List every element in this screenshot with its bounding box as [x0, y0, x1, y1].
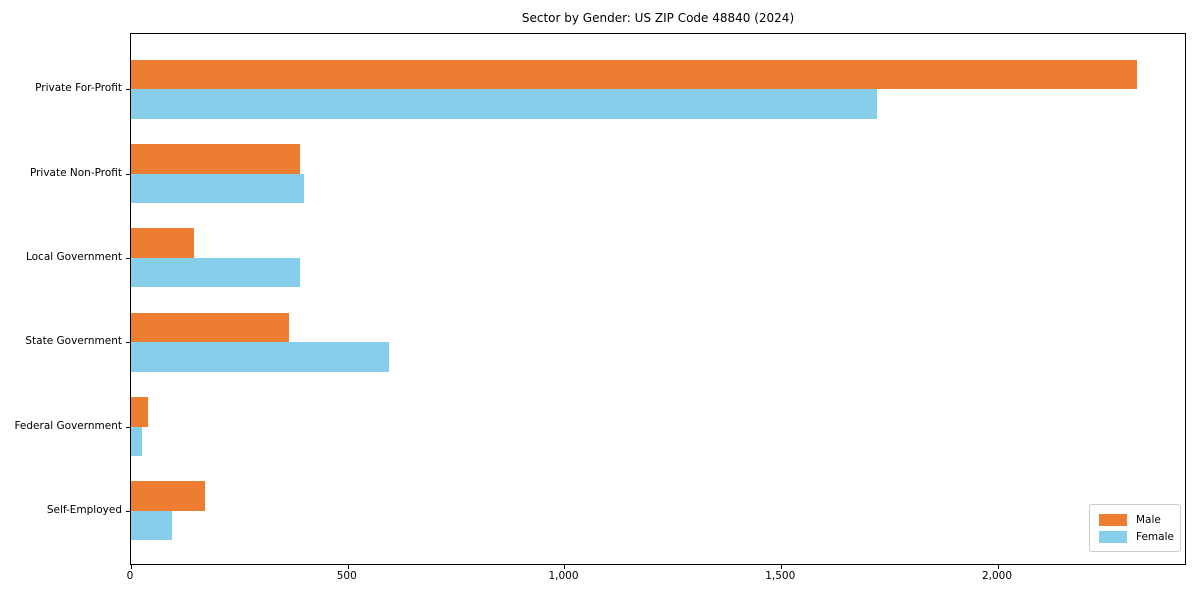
legend-item-female: Female	[1099, 528, 1174, 545]
y-tick-mark	[126, 257, 130, 259]
bar-female-state-government	[131, 342, 389, 372]
x-tick-mark	[781, 565, 783, 569]
legend: Male Female	[1089, 504, 1181, 552]
plot-area	[126, 33, 1186, 569]
x-tick-mark	[347, 565, 349, 569]
bar-female-federal-government	[131, 426, 142, 456]
x-tick-label-1000: 1,000	[548, 570, 579, 582]
bar-female-private-for-profit	[131, 89, 877, 119]
bar-male-state-government	[131, 312, 290, 343]
y-tick-mark	[126, 426, 130, 428]
bar-male-private-non-profit	[131, 144, 301, 174]
x-tick-label-2000: 2,000	[981, 570, 1013, 582]
y-tick-mark	[126, 89, 130, 91]
y-label-local-government: Local Government	[25, 250, 122, 263]
x-tick-label-500: 500	[336, 570, 357, 582]
x-tick-label-1500: 1,500	[765, 570, 796, 582]
chart-title: Sector by Gender: US ZIP Code 48840 (202…	[521, 11, 795, 25]
y-label-private-for-profit: Private For-Profit	[35, 82, 122, 95]
bar-female-self-employed	[131, 510, 173, 541]
y-tick-mark	[126, 173, 130, 175]
legend-label-male: Male	[1136, 513, 1161, 526]
legend-label-female: Female	[1136, 530, 1174, 543]
x-axis-labels: 0 500 1,000 1,500 2,000	[127, 566, 1186, 586]
legend-item-male: Male	[1099, 511, 1172, 528]
x-tick-mark	[131, 565, 132, 569]
y-axis-labels: Private For-Profit Private Non-Profit Loca…	[0, 33, 122, 565]
bar-male-federal-government	[131, 397, 149, 427]
y-label-state-government: State Government	[25, 335, 122, 348]
bar-male-private-for-profit	[131, 59, 1137, 90]
bar-male-self-employed	[131, 481, 205, 511]
x-tick-mark	[564, 565, 566, 569]
bar-female-local-government	[131, 257, 301, 288]
bar-male-local-government	[131, 228, 194, 258]
y-label-private-non-profit: Private Non-Profit	[29, 166, 122, 179]
y-tick-mark	[126, 510, 130, 512]
x-tick-mark	[997, 565, 999, 569]
y-label-federal-government: Federal Government	[14, 419, 122, 432]
bar-female-private-non-profit	[131, 173, 305, 204]
y-label-self-employed: Self-Employed	[46, 503, 122, 516]
legend-swatch-female	[1099, 530, 1127, 543]
y-tick-mark	[126, 342, 130, 344]
x-tick-label-0: 0	[126, 570, 134, 582]
legend-swatch-male	[1099, 513, 1127, 526]
